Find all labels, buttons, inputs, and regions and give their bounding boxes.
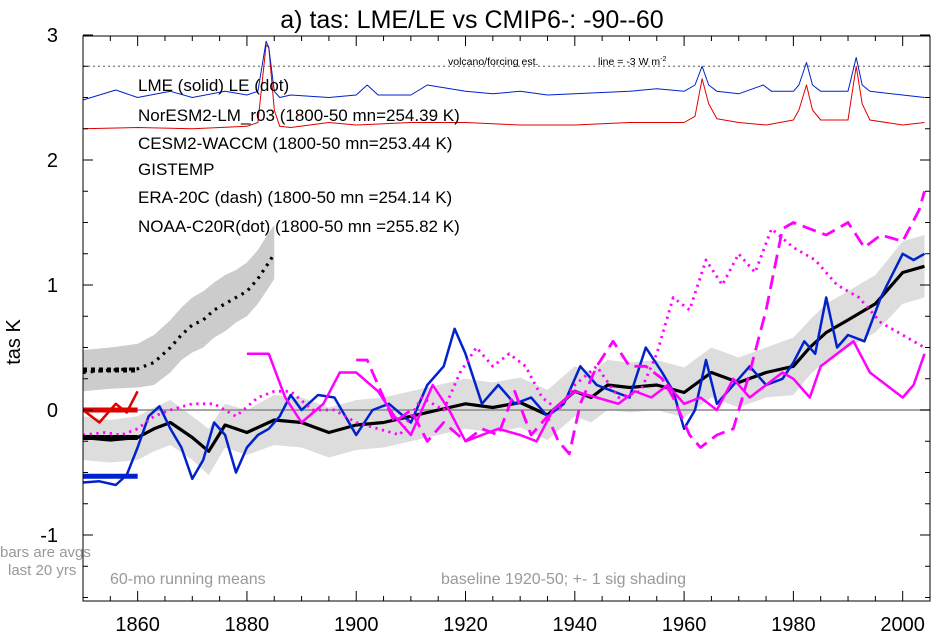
annotation-line-sup: -2 [660, 56, 666, 63]
annotation-line-text: line = -3 W m [598, 56, 660, 68]
x-tick-label: 1860 [115, 614, 160, 636]
plot-frame [82, 35, 931, 602]
x-tick-label: 1920 [443, 614, 488, 636]
legend-entry-3: CESM2-WACCM (1800-50 mn=253.44 K) [138, 134, 452, 153]
y-axis-label: tas K [3, 319, 25, 365]
band-le-1-sig [83, 225, 275, 392]
annotation-bars-line1: bars are avgs [0, 544, 91, 561]
series-le-mean [82, 252, 276, 375]
x-tick-label: 1980 [771, 614, 816, 636]
x-tick-label: 1880 [225, 614, 270, 636]
series-cesm2-waccm [82, 252, 926, 487]
y-tick-label: 3 [47, 25, 58, 47]
x-tick-label: 1900 [334, 614, 379, 636]
legend-entry-6: NOAA-C20R(dot) (1800-50 mn =255.82 K) [138, 217, 460, 236]
annotation-volcano: volcano/forcing est. [448, 56, 538, 68]
axes: 1860 1880 1900 1920 1940 1960 1980 2000 -1 0 1 2 3 [40, 25, 930, 636]
legend: LME (solid) LE (dot) NorESM2-LM_r03 (180… [138, 76, 460, 236]
annotation-bars-line2: last 20 yrs [8, 562, 76, 579]
shading-bands [83, 225, 925, 475]
series-noresm2-lm-r03 [82, 390, 139, 424]
series-lines [82, 40, 926, 487]
y-tick-label: -1 [40, 525, 58, 547]
y-tick-label: 0 [47, 400, 58, 422]
legend-entry-4: GISTEMP [138, 160, 215, 179]
legend-entry-5: ERA-20C (dash) (1800-50 mn =254.14 K) [138, 188, 452, 207]
annotation-running-means: 60-mo running means [110, 571, 266, 588]
x-tick-label: 1940 [553, 614, 598, 636]
series-gistemp [246, 340, 926, 443]
legend-entry-1: LME (solid) LE (dot) [138, 76, 289, 95]
annotation-line: line = -3 W m-2 [598, 56, 666, 68]
series-cesm2-waccm-forcing [82, 40, 925, 101]
y-tick-label: 2 [47, 150, 58, 172]
annotation-baseline: baseline 1920-50; +- 1 sig shading [441, 571, 686, 588]
series-noaa-c20r [82, 227, 926, 437]
legend-entry-2: NorESM2-LM_r03 (1800-50 mn=254.39 K) [138, 106, 460, 125]
x-tick-label: 2000 [880, 614, 925, 636]
series-era-20c [356, 190, 926, 456]
chart-title: a) tas: LME/LE vs CMIP6-: -90--60 [280, 6, 663, 34]
y-tick-label: 1 [47, 275, 58, 297]
band-lme-1-sig [83, 235, 925, 475]
x-tick-label: 1960 [662, 614, 707, 636]
